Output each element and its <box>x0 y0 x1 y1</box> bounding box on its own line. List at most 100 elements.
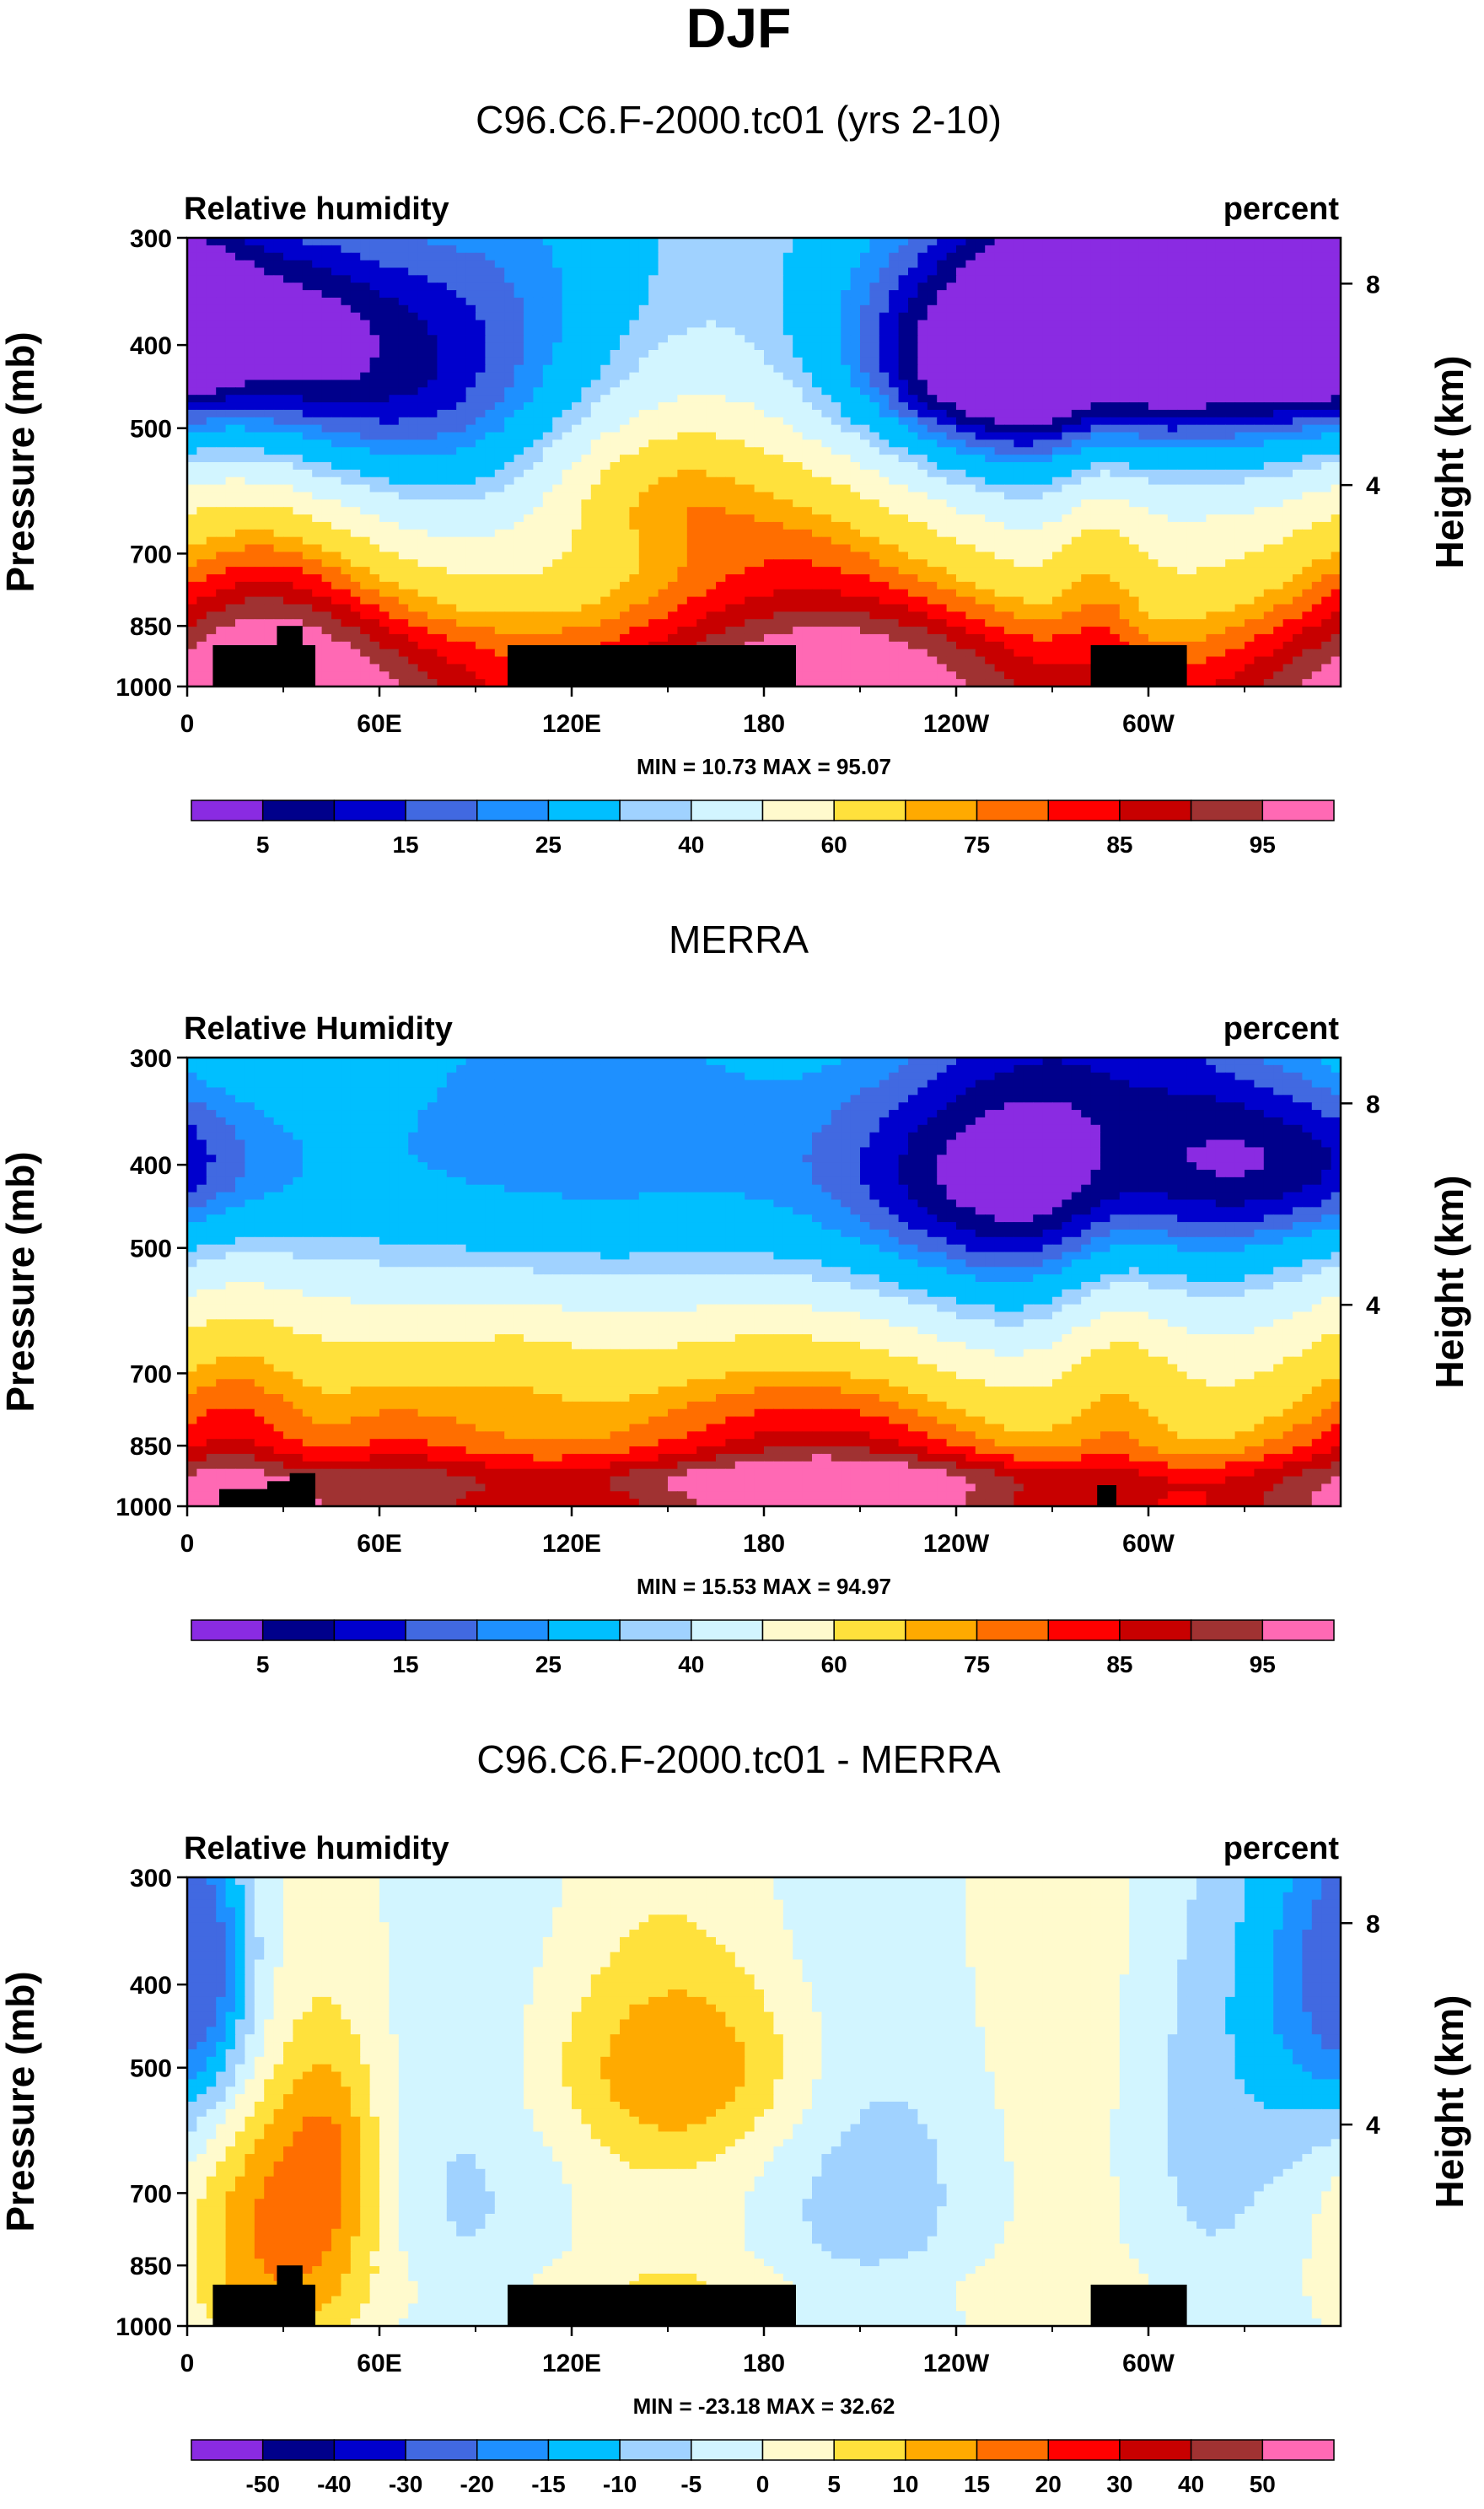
heatmap-cell <box>706 455 717 463</box>
heatmap-cell <box>341 409 352 418</box>
heatmap-cell <box>745 507 755 515</box>
heatmap-cell <box>533 507 544 515</box>
heatmap-cell <box>196 507 207 515</box>
heatmap-cell <box>321 432 332 440</box>
heatmap-cell <box>985 364 996 374</box>
heatmap-cell <box>782 238 793 246</box>
heatmap-cell <box>408 499 419 508</box>
heatmap-cell <box>533 252 544 261</box>
heatmap-cell <box>1311 529 1322 538</box>
heatmap-cell <box>937 492 948 500</box>
heatmap-cell <box>379 357 390 366</box>
heatmap-cell <box>1042 507 1053 515</box>
heatmap-cell <box>216 387 227 396</box>
heatmap-cell <box>379 245 390 254</box>
heatmap-cell <box>476 327 486 336</box>
heatmap-cell <box>1052 529 1062 538</box>
heatmap-cell <box>1215 521 1226 530</box>
heatmap-cell <box>572 507 582 515</box>
heatmap-cell <box>754 327 765 336</box>
heatmap-cell <box>552 238 563 246</box>
heatmap-cell <box>1081 372 1092 381</box>
heatmap-cell <box>1100 252 1110 261</box>
heatmap-cell <box>994 297 1005 306</box>
heatmap-cell <box>629 536 640 546</box>
heatmap-cell <box>850 304 861 314</box>
heatmap-cell <box>1119 312 1130 321</box>
heatmap-cell <box>513 424 524 433</box>
heatmap-cell <box>860 297 870 306</box>
heatmap-cell <box>485 499 496 508</box>
heatmap-cell <box>369 432 380 440</box>
heatmap-cell <box>456 439 467 448</box>
heatmap-cell <box>1100 297 1110 306</box>
heatmap-cell <box>1302 455 1313 463</box>
heatmap-cell <box>350 372 361 381</box>
heatmap-cell <box>620 364 630 374</box>
heatmap-cell <box>1090 514 1101 523</box>
heatmap-cell <box>1158 252 1169 261</box>
heatmap-cell <box>446 290 457 299</box>
heatmap-cell <box>600 320 611 328</box>
heatmap-cell <box>562 476 573 486</box>
heatmap-cell <box>427 245 438 254</box>
heatmap-cell <box>542 447 553 455</box>
heatmap-cell <box>648 380 659 388</box>
heatmap-cell <box>869 462 880 471</box>
heatmap-cell <box>206 536 217 546</box>
heatmap-cell <box>398 267 409 276</box>
heatmap-cell <box>273 304 284 314</box>
heatmap-cell <box>504 455 515 463</box>
heatmap-cell <box>782 312 793 321</box>
heatmap-cell <box>1254 290 1265 299</box>
heatmap-cell <box>716 320 726 328</box>
heatmap-cell <box>254 544 265 552</box>
heatmap-cell <box>1263 238 1274 246</box>
heatmap-cell <box>360 364 371 374</box>
heatmap-cell <box>975 395 986 403</box>
heatmap-cell <box>1234 245 1245 254</box>
heatmap-cell <box>696 521 707 530</box>
heatmap-cell <box>187 260 197 269</box>
heatmap-cell <box>1100 245 1110 254</box>
heatmap-cell <box>389 462 400 471</box>
heatmap-cell <box>773 432 784 440</box>
heatmap-cell <box>658 417 669 426</box>
heatmap-cell <box>1042 290 1053 299</box>
heatmap-cell <box>1245 439 1255 448</box>
heatmap-cell <box>773 499 784 508</box>
heatmap-cell <box>985 424 996 433</box>
heatmap-cell <box>417 372 428 381</box>
heatmap-cell <box>600 417 611 426</box>
heatmap-cell <box>1090 439 1101 448</box>
heatmap-cell <box>427 507 438 515</box>
heatmap-cell <box>187 304 197 314</box>
heatmap-cell <box>293 439 304 448</box>
heatmap-cell <box>552 335 563 343</box>
heatmap-cell <box>408 484 419 493</box>
heatmap-cell <box>590 476 601 486</box>
heatmap-cell <box>1273 432 1284 440</box>
heatmap-cell <box>446 357 457 366</box>
heatmap-cell <box>504 312 515 321</box>
heatmap-cell <box>831 327 841 336</box>
heatmap-cell <box>1273 380 1284 388</box>
heatmap-cell <box>1100 476 1110 486</box>
heatmap-cell <box>360 424 371 433</box>
heatmap-cell <box>985 439 996 448</box>
heatmap-cell <box>725 238 736 246</box>
heatmap-cell <box>504 417 515 426</box>
heatmap-cell <box>1311 536 1322 546</box>
heatmap-cell <box>793 335 804 343</box>
heatmap-cell <box>648 283 659 291</box>
heatmap-cell <box>1042 364 1053 374</box>
heatmap-cell <box>1302 492 1313 500</box>
heatmap-cell <box>793 447 804 455</box>
heatmap-cell <box>312 424 323 433</box>
heatmap-cell <box>1071 320 1082 328</box>
heatmap-cell <box>494 364 505 374</box>
heatmap-cell <box>302 484 313 493</box>
heatmap-cell <box>379 342 390 351</box>
heatmap-cell <box>225 536 236 546</box>
